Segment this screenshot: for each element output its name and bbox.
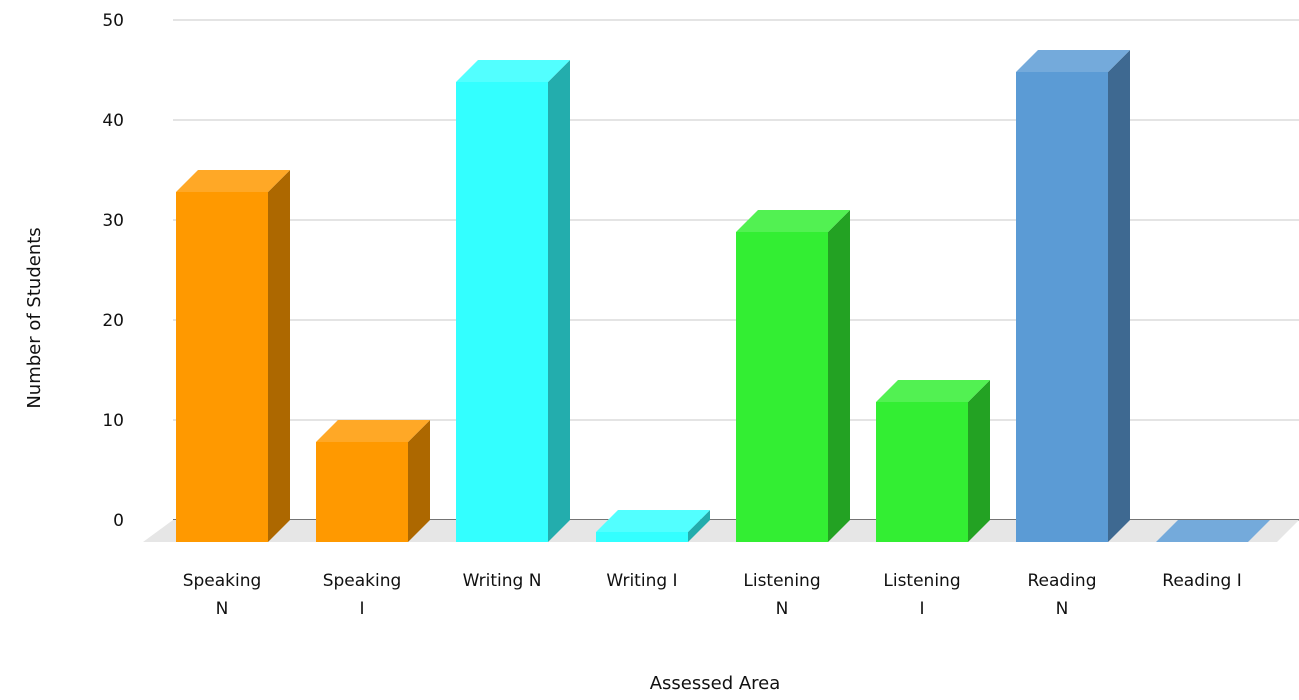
x-tick-label: Listening N xyxy=(743,571,820,619)
bar-front xyxy=(176,192,268,542)
y-tick-label: 50 xyxy=(102,11,124,31)
y-tick-label: 10 xyxy=(102,411,124,431)
bars xyxy=(176,50,1270,542)
floor-plane xyxy=(143,520,1299,542)
bar-front xyxy=(456,82,548,542)
bar-front xyxy=(596,532,688,542)
bar xyxy=(1156,520,1270,542)
bar-top xyxy=(316,420,430,442)
y-tick-label: 40 xyxy=(102,111,124,131)
bar-top xyxy=(596,510,710,532)
y-tick-label: 30 xyxy=(102,211,124,231)
bar xyxy=(1016,50,1130,542)
bar-side xyxy=(268,170,290,542)
bar xyxy=(596,510,710,542)
bar-front xyxy=(1016,72,1108,542)
chart-floor xyxy=(143,520,1299,542)
bar xyxy=(736,210,850,542)
x-tick-label: Reading N xyxy=(1027,571,1096,619)
bar-top xyxy=(1016,50,1130,72)
x-tick-label: Reading I xyxy=(1162,571,1241,591)
bar-top xyxy=(876,380,990,402)
x-tick-label: Speaking N xyxy=(183,571,262,619)
y-tick-label: 20 xyxy=(102,311,124,331)
bar xyxy=(176,170,290,542)
x-tick-label: Speaking I xyxy=(323,571,402,619)
bar xyxy=(316,420,430,542)
bar-top xyxy=(176,170,290,192)
bar-side xyxy=(548,60,570,542)
bar-top xyxy=(1156,520,1270,542)
y-axis-title: Number of Students xyxy=(24,227,45,408)
bar-front xyxy=(736,232,828,542)
x-tick-label: Listening I xyxy=(883,571,960,619)
bar-side xyxy=(828,210,850,542)
bar-side xyxy=(968,380,990,542)
bar xyxy=(456,60,570,542)
y-tick-label: 0 xyxy=(113,511,124,531)
bar-top xyxy=(456,60,570,82)
x-tick-label: Writing N xyxy=(463,571,542,591)
bar-side xyxy=(408,420,430,542)
bar-side xyxy=(1108,50,1130,542)
bar-top xyxy=(736,210,850,232)
x-axis-ticks: Speaking N Speaking I Writing N Writing I List… xyxy=(183,571,1242,619)
bar-side xyxy=(688,510,710,542)
bar-front xyxy=(316,442,408,542)
y-axis-ticks: 0 10 20 30 40 50 xyxy=(102,11,124,531)
bar xyxy=(876,380,990,542)
bar-front xyxy=(876,402,968,542)
x-tick-label: Writing I xyxy=(606,571,677,591)
x-axis-title: Assessed Area xyxy=(650,673,781,694)
